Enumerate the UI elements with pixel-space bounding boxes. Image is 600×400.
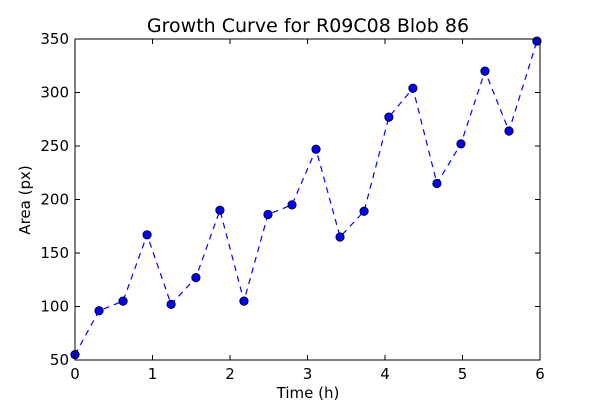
data-point (456, 139, 466, 149)
x-tick-label: 3 (303, 365, 313, 383)
series-layer (70, 36, 542, 360)
data-point (118, 296, 128, 306)
data-point (359, 206, 369, 216)
x-tick-label: 6 (535, 365, 545, 383)
y-tick-label: 150 (40, 244, 69, 262)
chart-title: Growth Curve for R09C08 Blob 86 (147, 15, 469, 37)
data-point (335, 232, 345, 242)
y-tick-label: 250 (40, 137, 69, 155)
data-point (432, 178, 442, 189)
data-point (287, 200, 297, 210)
x-tick-label: 5 (458, 365, 468, 383)
plot-area (75, 39, 540, 360)
y-tick-label: 300 (40, 84, 69, 102)
y-tick-label: 200 (40, 191, 69, 209)
data-point (480, 66, 490, 76)
x-tick-label: 4 (380, 365, 390, 383)
data-point (215, 205, 225, 215)
data-point (142, 230, 152, 240)
x-axis-label: Time (h) (276, 384, 340, 400)
data-point (166, 299, 176, 309)
data-point (311, 144, 321, 154)
y-tick-label: 350 (40, 30, 69, 48)
y-tick-label: 100 (40, 298, 69, 316)
x-tick-label: 2 (225, 365, 235, 383)
x-tick-label: 0 (70, 365, 80, 383)
y-tick-label: 50 (50, 351, 69, 369)
data-point (263, 209, 273, 220)
x-tick-label: 1 (148, 365, 158, 383)
series-line (74, 40, 538, 355)
data-point (408, 83, 418, 93)
data-point (191, 273, 201, 283)
data-point (504, 126, 514, 136)
ticks-layer: 0 1 2 3 4 5 6 50 100 150 200 250 300 350 (40, 30, 544, 383)
data-point (239, 296, 249, 306)
data-point (384, 112, 394, 122)
y-axis-label: Area (px) (16, 165, 34, 234)
data-point (94, 306, 104, 316)
